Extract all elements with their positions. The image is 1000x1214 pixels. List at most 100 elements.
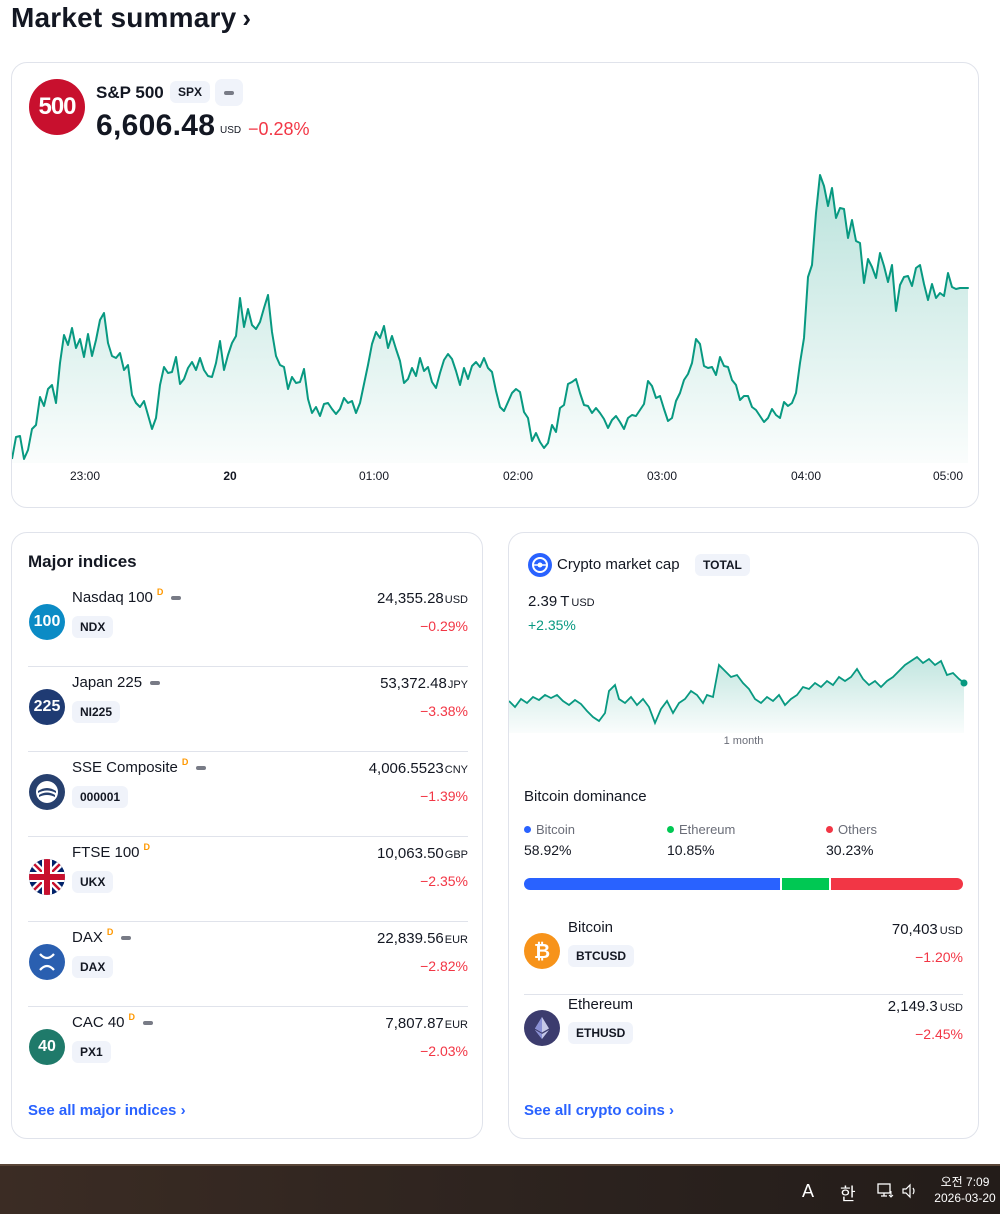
index-ticker: DAX (72, 956, 114, 978)
ethereum-icon (524, 1010, 560, 1046)
dominance-label: Others (826, 822, 877, 837)
dominance-label-text: Ethereum (679, 822, 736, 837)
coin-currency: USD (939, 925, 963, 937)
crypto-value: 2.39 (528, 593, 558, 610)
market-status-button[interactable] (215, 79, 243, 106)
index-price-wrap: 7,807.87EUR (385, 1015, 468, 1032)
index-price: 4,006.5523 (368, 760, 444, 777)
market-summary-title[interactable]: Market summary › (11, 2, 251, 34)
index-name-wrap: Nasdaq 100 D (72, 587, 182, 606)
index-row-sse[interactable]: SSE Composite D 000001 4,006.5523CNY −1.… (28, 752, 468, 837)
delayed-badge: D (143, 841, 151, 852)
spx-area-chart[interactable] (12, 163, 978, 463)
dash-icon (196, 765, 207, 770)
index-change: −3.38% (420, 703, 468, 719)
spx-line (12, 174, 969, 460)
index-row-ftse[interactable]: FTSE 100 D UKX 10,063.50GBP −2.35% (28, 837, 468, 922)
dash-icon (143, 1020, 154, 1025)
japan-225-logo: 225 (29, 689, 65, 725)
dominance-value: 10.85% (667, 842, 715, 858)
major-indices-title: Major indices (28, 552, 137, 571)
index-currency: CNY (444, 764, 468, 776)
index-row-japan[interactable]: 225 Japan 225 NI225 53,372.48JPY −3.38% (28, 667, 468, 752)
ethereum-dot-icon (667, 826, 674, 833)
dominance-value: 30.23% (826, 842, 874, 858)
ime-mode-indicator[interactable]: A (802, 1181, 815, 1201)
see-all-indices-link[interactable]: See all major indices › (28, 1102, 186, 1119)
coin-name: Ethereum (568, 996, 634, 1013)
coin-price: 70,403 (891, 921, 938, 938)
volume-icon[interactable] (901, 1183, 919, 1199)
index-price-wrap: 53,372.48JPY (380, 675, 468, 692)
index-change: −0.29% (420, 618, 468, 634)
index-currency: GBP (444, 849, 468, 861)
dominance-label: Bitcoin (524, 822, 575, 837)
dash-icon (121, 935, 132, 940)
index-name-wrap: SSE Composite D (72, 757, 207, 776)
coin-ticker: BTCUSD (568, 945, 634, 967)
dominance-value: 58.92% (524, 842, 572, 858)
coin-currency: USD (939, 1002, 963, 1014)
clock-time: 오전 7:09 (940, 1175, 990, 1189)
delayed-badge: D (128, 1011, 136, 1022)
index-currency: USD (444, 594, 468, 606)
dominance-label-text: Bitcoin (536, 822, 576, 837)
index-name: Japan 225 (72, 674, 143, 691)
coin-price: 2,149.3 (887, 998, 938, 1015)
system-clock[interactable]: 오전 7:09 2026-03-20 (930, 1174, 1000, 1206)
network-icon[interactable] (876, 1183, 894, 1199)
index-row-nasdaq[interactable]: 100 Nasdaq 100 D NDX 24,355.28USD −0.29% (28, 582, 468, 667)
dominance-others: Others 30.23% (826, 822, 877, 858)
index-row-cac[interactable]: 40 CAC 40 D PX1 7,807.87EUR −2.03% (28, 1007, 468, 1092)
crypto-area-fill (509, 657, 964, 733)
coin-row-ethereum[interactable]: Ethereum ETHUSD 2,149.3 USD −2.45% (524, 996, 963, 1072)
index-name: FTSE 100 (72, 844, 140, 861)
coin-change: −1.20% (915, 949, 963, 965)
x-tick: 20 (223, 469, 237, 483)
coin-name: Bitcoin (568, 919, 614, 936)
sse-icon (29, 774, 65, 810)
crypto-line (509, 655, 965, 726)
index-currency: JPY (447, 679, 468, 691)
spx-name[interactable]: S&P 500 (96, 83, 164, 102)
crypto-area-chart[interactable] (509, 643, 978, 733)
index-price-wrap: 4,006.5523CNY (369, 760, 468, 777)
crypto-ticker: TOTAL (695, 554, 750, 576)
index-name: DAX (72, 929, 103, 946)
others-dot-icon (826, 826, 833, 833)
coin-price-wrap: 2,149.3 USD (888, 998, 963, 1015)
index-name: SSE Composite (72, 759, 178, 776)
dominance-bar-ethereum (782, 878, 830, 890)
crypto-currency: USD (571, 597, 595, 609)
spx-price: 6,606.48 (96, 109, 216, 142)
see-all-crypto-link[interactable]: See all crypto coins › (524, 1102, 675, 1119)
coin-row-bitcoin[interactable]: ₿ Bitcoin BTCUSD 70,403 USD −1.20% (524, 919, 963, 995)
index-row-dax[interactable]: DAX D DAX 22,839.56EUR −2.82% (28, 922, 468, 1007)
x-tick: 05:00 (932, 469, 964, 483)
crypto-card: Crypto market cap TOTAL 2.39 T USD +2.35% … (508, 532, 979, 1139)
index-price: 24,355.28 (377, 590, 444, 607)
index-change: −2.03% (420, 1043, 468, 1059)
spx-card[interactable]: 500 S&P 500 SPX 6,606.48 USD −0.28% 23:0… (11, 62, 979, 508)
index-currency: EUR (444, 934, 468, 946)
index-price-wrap: 22,839.56EUR (377, 930, 468, 947)
index-ticker: NDX (72, 616, 114, 638)
svg-text:₿: ₿ (534, 939, 550, 963)
index-price: 22,839.56 (377, 930, 444, 947)
x-tick: 01:00 (358, 469, 390, 483)
cac-40-logo: 40 (29, 1029, 65, 1065)
index-change: −2.82% (420, 958, 468, 974)
index-name: Nasdaq 100 (72, 589, 153, 606)
dominance-bitcoin: Bitcoin 58.92% (524, 822, 575, 858)
index-name-wrap: FTSE 100 D (72, 841, 151, 862)
index-price: 53,372.48 (380, 675, 447, 692)
delayed-badge: D (106, 926, 114, 937)
crypto-market-cap-title[interactable]: Crypto market cap (557, 556, 680, 573)
index-name-wrap: Japan 225 (72, 674, 161, 691)
crypto-last-point (960, 679, 968, 687)
x-tick: 03:00 (646, 469, 678, 483)
hangul-indicator[interactable]: 한 (840, 1185, 856, 1204)
index-name-wrap: CAC 40 D (72, 1011, 154, 1031)
coin-ticker: ETHUSD (568, 1022, 634, 1044)
